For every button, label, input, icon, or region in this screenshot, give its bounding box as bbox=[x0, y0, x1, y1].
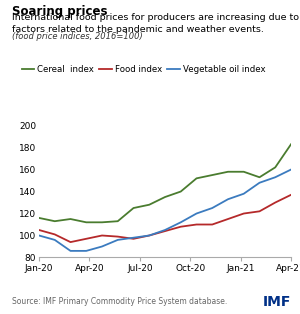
Legend: Cereal  index, Food index, Vegetable oil index: Cereal index, Food index, Vegetable oil … bbox=[18, 61, 268, 77]
Text: IMF: IMF bbox=[262, 295, 291, 309]
Text: (food price indices, 2016=100): (food price indices, 2016=100) bbox=[12, 32, 143, 41]
Text: Soaring prices: Soaring prices bbox=[12, 5, 107, 18]
Text: Source: IMF Primary Commodity Price System database.: Source: IMF Primary Commodity Price Syst… bbox=[12, 297, 227, 306]
Text: International food prices for producers are increasing due to
factors related to: International food prices for producers … bbox=[12, 13, 299, 34]
